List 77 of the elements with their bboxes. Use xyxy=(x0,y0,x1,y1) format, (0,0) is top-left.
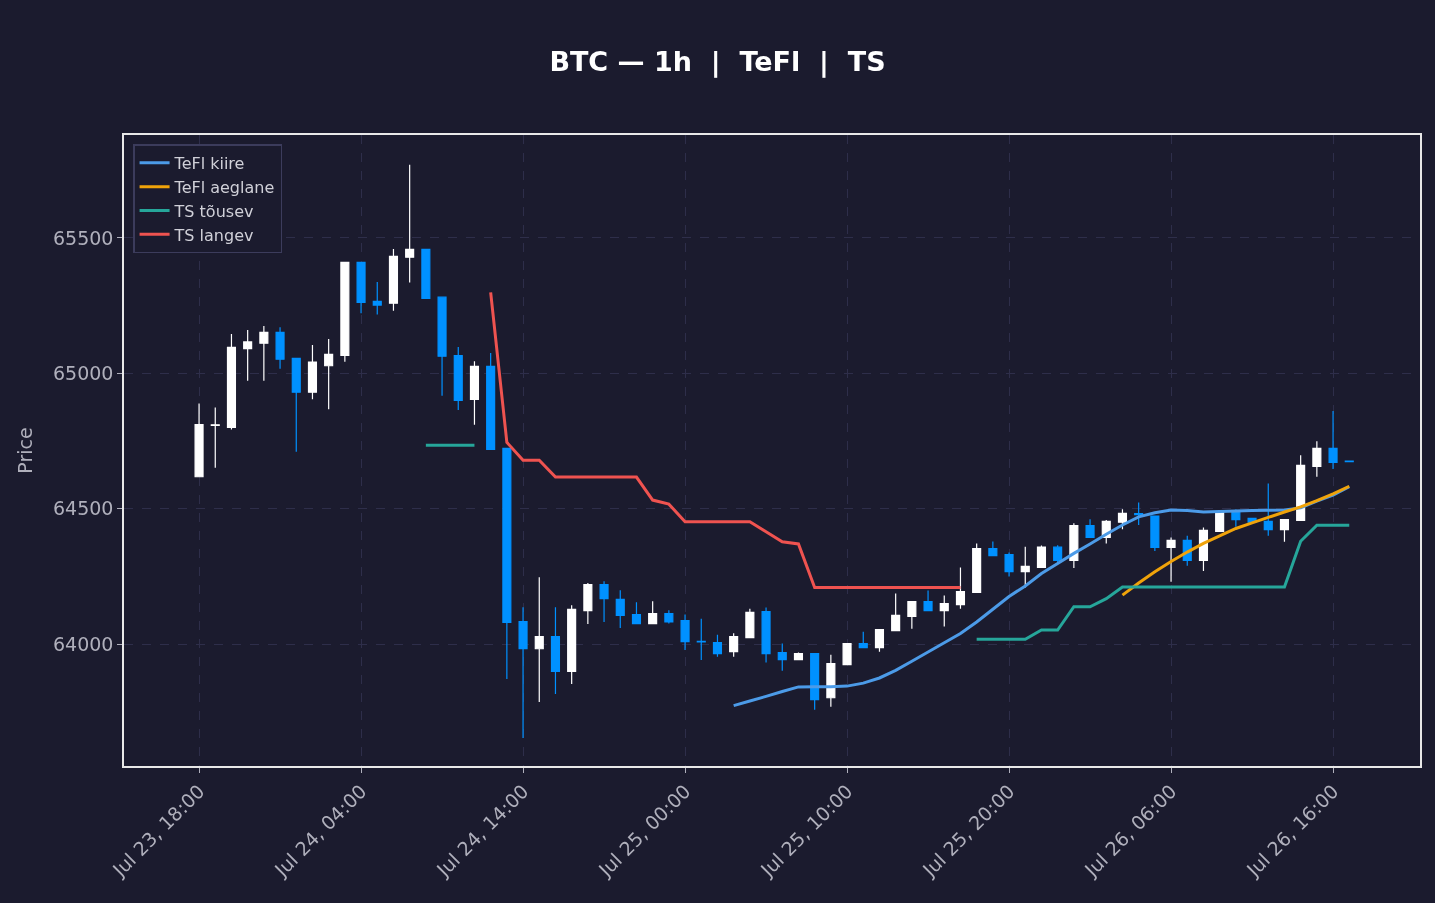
candlestick xyxy=(615,589,625,629)
candlestick xyxy=(210,406,220,469)
candlestick xyxy=(291,357,301,453)
candlestick xyxy=(356,261,366,314)
candlestick xyxy=(405,164,415,284)
line-series xyxy=(489,290,962,590)
candlestick xyxy=(1296,454,1306,521)
candlestick xyxy=(874,628,885,653)
candlestick xyxy=(729,632,739,658)
candlestick xyxy=(567,604,577,685)
candlestick xyxy=(664,609,674,625)
candlestick xyxy=(1344,460,1354,463)
y-axis-title: Price xyxy=(14,427,37,474)
candlestick xyxy=(421,248,431,299)
candlestick xyxy=(372,281,382,316)
candlestick xyxy=(842,642,852,666)
candlestick xyxy=(858,631,868,649)
candlestick xyxy=(259,325,269,382)
candlestick xyxy=(1004,552,1014,578)
line-series xyxy=(732,485,1351,708)
candlestick xyxy=(793,651,804,661)
y-tick-label: 65500 xyxy=(53,226,114,249)
candlestick xyxy=(583,582,593,625)
candlestick xyxy=(599,580,609,623)
candlestick xyxy=(518,606,528,739)
legend-label: TS langev xyxy=(173,225,254,245)
candlestick xyxy=(307,344,318,400)
candlestick xyxy=(1215,511,1225,533)
legend-label: TeFl kiire xyxy=(173,154,245,174)
candlestick xyxy=(469,360,480,426)
candlestick xyxy=(777,642,787,672)
candlestick xyxy=(891,592,901,632)
candlestick xyxy=(1328,410,1338,470)
candlestick xyxy=(955,566,966,610)
candlestick xyxy=(1085,518,1095,539)
candlestick xyxy=(502,447,512,680)
candlestick xyxy=(1150,515,1160,552)
candlestick xyxy=(1069,522,1079,569)
chart-title: BTC — 1h | TeFl | TS xyxy=(549,46,886,79)
candlestick xyxy=(388,248,399,312)
candlestick xyxy=(324,338,334,410)
candlestick xyxy=(826,654,836,708)
candlestick xyxy=(534,576,544,703)
candlestick xyxy=(1036,544,1047,569)
candlestick xyxy=(453,346,463,411)
candlestick xyxy=(680,614,690,651)
candlestick xyxy=(745,608,755,639)
legend-label: TeFl aeglane xyxy=(173,177,275,197)
candlestick xyxy=(486,352,496,451)
candlestick xyxy=(972,542,982,594)
candlestick xyxy=(1312,440,1322,478)
y-tick-label: 64500 xyxy=(53,497,114,520)
candlestick xyxy=(631,601,642,625)
line-series xyxy=(1120,484,1351,597)
candlestick xyxy=(761,606,771,664)
legend-label: TS tõusev xyxy=(173,201,254,221)
candlestick xyxy=(696,618,706,661)
candlestick xyxy=(437,296,447,397)
candlestick xyxy=(194,402,204,478)
candlestick xyxy=(988,540,998,557)
candlestick xyxy=(1263,482,1273,537)
candlestick xyxy=(923,589,933,612)
candlestick xyxy=(810,653,820,711)
candlestick xyxy=(1053,544,1063,564)
candlestick xyxy=(340,261,350,363)
candlestick xyxy=(1279,518,1290,543)
candlestick xyxy=(243,329,253,382)
candlestick xyxy=(1166,536,1176,583)
candlestick xyxy=(712,634,723,658)
candlestick xyxy=(648,600,658,625)
y-tick-label: 64000 xyxy=(53,632,114,655)
candlestick xyxy=(907,601,917,630)
candlestick xyxy=(275,326,285,370)
candlestick xyxy=(550,606,561,695)
candlestick xyxy=(939,594,949,628)
candlestick xyxy=(226,333,237,430)
y-tick-label: 65000 xyxy=(53,361,114,384)
